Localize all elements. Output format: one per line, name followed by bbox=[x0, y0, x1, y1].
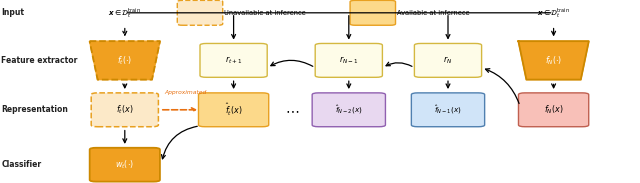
Text: Input: Input bbox=[1, 8, 24, 17]
FancyBboxPatch shape bbox=[92, 93, 159, 127]
Polygon shape bbox=[90, 41, 160, 80]
Text: $\boldsymbol{x} \in \mathcal{D}_t^{\mathrm{train}}$: $\boldsymbol{x} \in \mathcal{D}_t^{\math… bbox=[108, 6, 141, 20]
Text: $\hat{f}_{N-1}(x)$: $\hat{f}_{N-1}(x)$ bbox=[434, 104, 462, 116]
FancyBboxPatch shape bbox=[518, 93, 589, 127]
Text: $r_{t+1}$: $r_{t+1}$ bbox=[225, 55, 243, 66]
Text: Feature extractor: Feature extractor bbox=[1, 56, 77, 65]
Text: Classifier: Classifier bbox=[1, 160, 42, 169]
FancyBboxPatch shape bbox=[415, 44, 481, 77]
Text: $\hat{f}_t(x)$: $\hat{f}_t(x)$ bbox=[225, 102, 243, 118]
Polygon shape bbox=[518, 41, 589, 80]
Text: $f_N(\cdot)$: $f_N(\cdot)$ bbox=[545, 54, 563, 67]
Text: $f_N(x)$: $f_N(x)$ bbox=[544, 104, 563, 116]
FancyBboxPatch shape bbox=[200, 44, 268, 77]
FancyBboxPatch shape bbox=[312, 93, 385, 127]
FancyBboxPatch shape bbox=[350, 0, 396, 25]
Text: $r_{N-1}$: $r_{N-1}$ bbox=[339, 55, 358, 66]
Text: $\hat{f}_{N-2}(x)$: $\hat{f}_{N-2}(x)$ bbox=[335, 104, 363, 116]
Text: Representation: Representation bbox=[1, 105, 68, 114]
Text: $\cdots$: $\cdots$ bbox=[285, 103, 299, 117]
FancyBboxPatch shape bbox=[412, 93, 484, 127]
FancyBboxPatch shape bbox=[316, 44, 383, 77]
Text: $\boldsymbol{x} \in \mathcal{D}_t^{\mathrm{train}}$: $\boldsymbol{x} \in \mathcal{D}_t^{\math… bbox=[537, 6, 570, 20]
Text: $r_N$: $r_N$ bbox=[444, 55, 452, 66]
FancyBboxPatch shape bbox=[177, 0, 223, 25]
FancyBboxPatch shape bbox=[90, 148, 160, 182]
Text: $f_t(x)$: $f_t(x)$ bbox=[116, 104, 134, 116]
Text: Unavailable at inference: Unavailable at inference bbox=[224, 10, 306, 16]
FancyBboxPatch shape bbox=[198, 93, 269, 127]
Text: $f_t(\cdot)$: $f_t(\cdot)$ bbox=[117, 54, 132, 67]
Text: $w_t(\cdot)$: $w_t(\cdot)$ bbox=[115, 158, 134, 171]
Text: Available at infernece: Available at infernece bbox=[397, 10, 469, 16]
Text: Approximated: Approximated bbox=[164, 90, 207, 95]
